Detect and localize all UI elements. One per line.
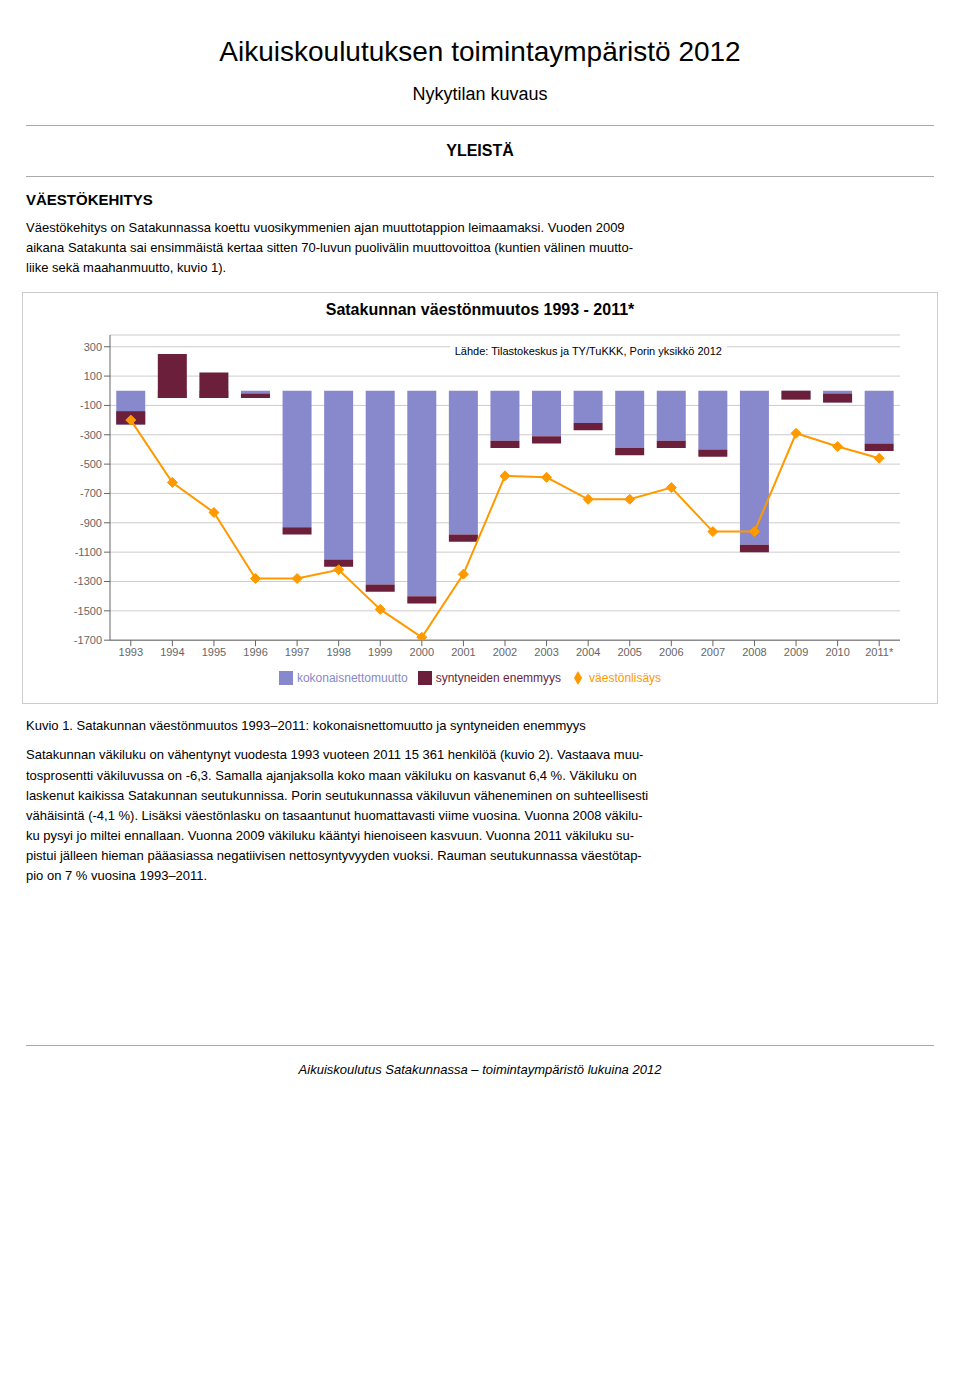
svg-text:1994: 1994	[160, 646, 184, 658]
svg-text:-300: -300	[80, 429, 102, 441]
html-text:Väestökehitys on Satakunnassa: Väestökehitys on Satakunnassa koettu vuo…	[26, 220, 633, 276]
svg-text:1996: 1996	[243, 646, 267, 658]
svg-text:2007: 2007	[701, 646, 725, 658]
svg-text:2008: 2008	[742, 646, 766, 658]
svg-text:1997: 1997	[285, 646, 309, 658]
svg-text:1993: 1993	[119, 646, 143, 658]
svg-text:1998: 1998	[326, 646, 350, 658]
html-text:VÄESTÖKEHITYS: VÄESTÖKEHITYS	[26, 191, 153, 208]
svg-text:-700: -700	[80, 488, 102, 500]
svg-text:1999: 1999	[368, 646, 392, 658]
svg-text:1995: 1995	[202, 646, 226, 658]
svg-text:2002: 2002	[493, 646, 517, 658]
svg-text:2003: 2003	[534, 646, 558, 658]
svg-text:100: 100	[84, 370, 102, 382]
svg-text:-1100: -1100	[75, 546, 102, 558]
html-text:kokonaisnettomuutto: kokonaisnettomuutto	[296, 670, 408, 685]
html-text:Aikuiskoulutus Satakunnassa –: Aikuiskoulutus Satakunnassa – toimintaym…	[298, 1062, 662, 1078]
svg-text:-900: -900	[80, 517, 102, 529]
html-text:Satakunnan väkiluku on vähenty: Satakunnan väkiluku on vähentynyt vuodes…	[26, 747, 649, 884]
html-text:syntyneiden enemmyys: syntyneiden enemmyys	[435, 670, 561, 685]
svg-text:-100: -100	[80, 400, 102, 412]
svg-text:2010: 2010	[825, 646, 849, 658]
svg-text:2006: 2006	[659, 646, 683, 658]
svg-text:2001: 2001	[451, 646, 475, 658]
svg-text:2004: 2004	[576, 646, 600, 658]
svg-text:2000: 2000	[410, 646, 434, 658]
html-text:Satakunnan väestönmuutos 1993: Satakunnan väestönmuutos 1993 - 2011*	[325, 301, 635, 319]
html-text:Lähde: Tilastokeskus ja TY/TuK: Lähde: Tilastokeskus ja TY/TuKKK, Porin …	[454, 345, 722, 358]
svg-text:-1700: -1700	[74, 634, 102, 646]
svg-text:-1500: -1500	[74, 605, 102, 617]
svg-text:2009: 2009	[784, 646, 808, 658]
html-text:Aikuiskoulutuksen toimintaympä: Aikuiskoulutuksen toimintaympäristö 2012	[219, 36, 741, 67]
svg-text:-500: -500	[80, 458, 102, 470]
html-text:Kuvio 1. Satakunnan väestönmuu: Kuvio 1. Satakunnan väestönmuutos 1993–2…	[26, 718, 586, 734]
html-text:väestönlisäys: väestönlisäys	[589, 670, 662, 685]
svg-text:2011*: 2011*	[865, 646, 894, 658]
svg-text:300: 300	[84, 341, 102, 353]
svg-text:-1300: -1300	[74, 576, 102, 588]
svg-text:2005: 2005	[617, 646, 641, 658]
html-text:Nykytilan kuvaus: Nykytilan kuvaus	[412, 84, 548, 104]
html-text:YLEISTÄ: YLEISTÄ	[446, 142, 514, 159]
